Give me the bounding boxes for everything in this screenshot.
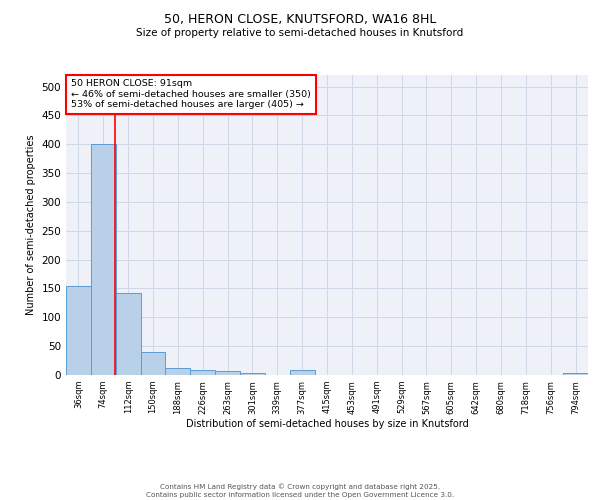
Bar — [166, 368, 190, 375]
Bar — [215, 371, 240, 375]
Y-axis label: Number of semi-detached properties: Number of semi-detached properties — [26, 134, 36, 316]
Text: 50 HERON CLOSE: 91sqm
← 46% of semi-detached houses are smaller (350)
53% of sem: 50 HERON CLOSE: 91sqm ← 46% of semi-deta… — [71, 80, 311, 110]
Bar — [140, 352, 166, 375]
Text: Contains HM Land Registry data © Crown copyright and database right 2025.
Contai: Contains HM Land Registry data © Crown c… — [146, 483, 454, 498]
Text: 50, HERON CLOSE, KNUTSFORD, WA16 8HL: 50, HERON CLOSE, KNUTSFORD, WA16 8HL — [164, 12, 436, 26]
Bar — [190, 370, 215, 375]
Bar — [66, 286, 91, 375]
X-axis label: Distribution of semi-detached houses by size in Knutsford: Distribution of semi-detached houses by … — [185, 420, 469, 430]
Bar — [116, 292, 140, 375]
Bar — [240, 374, 265, 375]
Bar — [290, 370, 314, 375]
Bar — [563, 372, 588, 375]
Text: Size of property relative to semi-detached houses in Knutsford: Size of property relative to semi-detach… — [136, 28, 464, 38]
Bar — [91, 144, 116, 375]
